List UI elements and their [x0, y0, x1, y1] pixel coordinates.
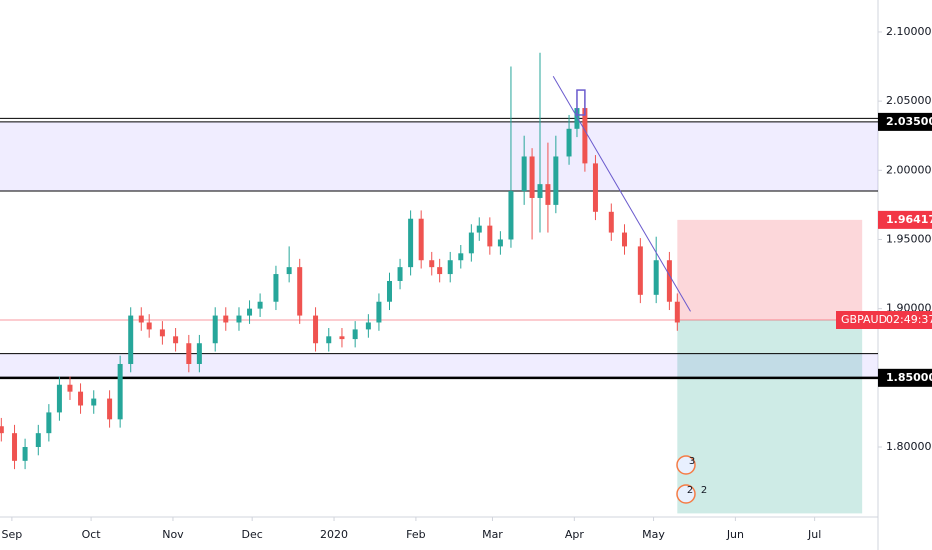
candle-body [247, 308, 253, 316]
candle-body [352, 329, 358, 340]
stop-area [677, 219, 863, 320]
x-tick-label: Jul [807, 528, 821, 541]
candle-body [173, 336, 179, 344]
candle-body [12, 433, 18, 461]
price-tag [878, 112, 932, 131]
candle-body [0, 426, 4, 434]
candle-body [117, 363, 123, 420]
candle-body [286, 267, 292, 275]
candle-body [236, 315, 242, 323]
y-tick-label: 2.00000 [886, 163, 932, 176]
candle-body [429, 260, 435, 268]
candle-body [297, 267, 303, 316]
price-tag-label: 1.85000 [886, 371, 932, 384]
x-tick-label: Jun [726, 528, 744, 541]
candle-body [537, 184, 543, 198]
event-icon [676, 484, 696, 504]
candle-body [56, 384, 62, 413]
candle-body [521, 156, 527, 192]
symbol-label: GBPAUD [841, 313, 887, 326]
candle-body [146, 322, 152, 330]
candle-body [196, 343, 202, 364]
candle-body [365, 322, 371, 330]
candle-body [386, 280, 392, 302]
y-tick-label: 2.10000 [886, 25, 932, 38]
target-area [677, 319, 863, 514]
zone [0, 121, 878, 192]
x-tick-label: 2020 [320, 528, 348, 541]
candle-body [553, 156, 559, 205]
candle-body [418, 218, 424, 261]
candle-body [35, 433, 41, 447]
candle-body [257, 301, 263, 309]
candle-body [408, 218, 414, 268]
candle-body [326, 336, 332, 344]
x-tick-label: Oct [82, 528, 102, 541]
candle-body [128, 315, 134, 364]
countdown-label: 02:49:37 [886, 313, 932, 326]
candle-body [622, 232, 628, 247]
candle-body [529, 156, 535, 198]
candle-body [566, 128, 572, 157]
zone [0, 353, 878, 378]
candle-body [497, 239, 503, 247]
candle-body [67, 384, 73, 392]
candle-body [186, 343, 192, 364]
candle-body [223, 315, 229, 323]
candle-body [574, 108, 580, 129]
candle-body [592, 163, 598, 212]
candle-body [476, 225, 482, 233]
candle-body [653, 260, 659, 295]
event-icon [676, 455, 696, 475]
candle-body [458, 253, 464, 261]
x-tick-label: Nov [162, 528, 184, 541]
price-tag [878, 368, 932, 387]
candle-body [46, 412, 52, 434]
candle-body [582, 108, 588, 164]
x-tick-label: Dec [242, 528, 263, 541]
candle-body [78, 391, 84, 406]
symbol-tag [836, 310, 932, 329]
candle-body [508, 191, 514, 240]
candle-body [468, 232, 474, 254]
candle-body [212, 315, 218, 344]
candle-body [376, 301, 382, 323]
candle-body [339, 336, 345, 340]
candle-body [437, 267, 443, 275]
candle-body [608, 211, 614, 233]
x-tick-label: Mar [482, 528, 503, 541]
candle-body [159, 329, 165, 337]
x-tick-label: Sep [2, 528, 23, 541]
candle-body [545, 184, 551, 205]
event-count: 2 [687, 485, 693, 496]
candle-body [487, 225, 493, 247]
y-tick-label: 1.95000 [886, 232, 932, 245]
x-tick-label: Feb [406, 528, 425, 541]
candle-body [637, 246, 643, 295]
x-tick-label: Apr [565, 528, 585, 541]
price-tag-label: 2.03500 [886, 115, 932, 128]
candle-body [91, 398, 97, 406]
candle-body [107, 398, 113, 420]
candle-body [397, 267, 403, 281]
candle-body [138, 315, 144, 323]
candle-body [273, 274, 279, 302]
y-tick-label: 2.05000 [886, 94, 932, 107]
x-tick-label: May [642, 528, 665, 541]
event-count: 2 [701, 485, 707, 496]
candle-body [447, 260, 453, 275]
marker-box [576, 89, 586, 116]
candle-body [22, 446, 28, 461]
candle-body [313, 315, 319, 344]
event-count: 3 [689, 456, 695, 467]
candle-body [674, 301, 680, 323]
candle-body [666, 260, 672, 302]
price-tag-label: 1.96417 [886, 213, 932, 226]
trend-line [552, 75, 691, 312]
price-tag [878, 210, 932, 229]
y-tick-label: 1.80000 [886, 440, 932, 453]
